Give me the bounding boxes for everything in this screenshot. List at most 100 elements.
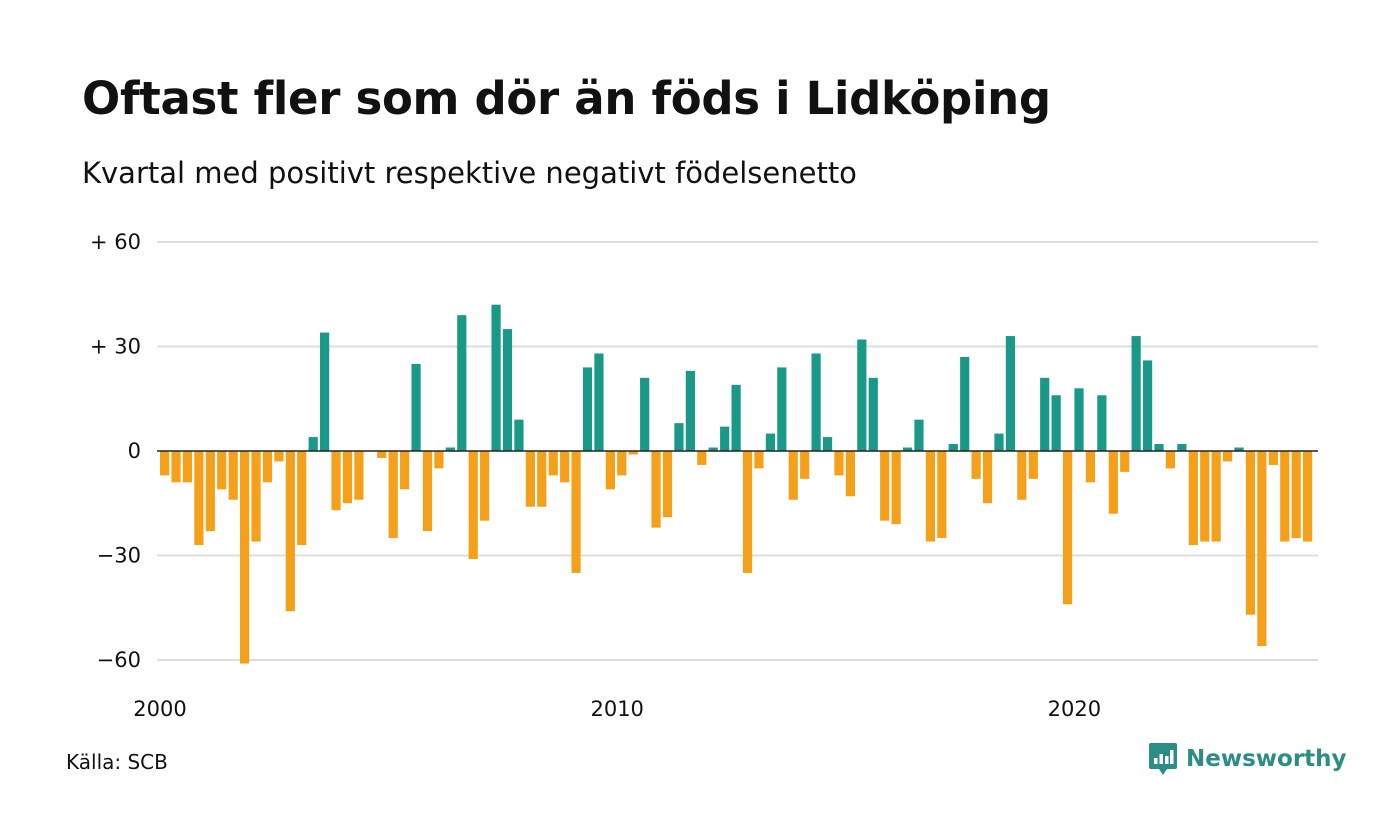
bar-positive <box>640 377 650 451</box>
bar-positive <box>308 437 318 451</box>
bar-negative <box>217 451 227 490</box>
bar-positive <box>765 433 775 451</box>
bar-positive <box>868 377 878 451</box>
bar-negative <box>891 451 901 525</box>
bar-positive <box>948 444 958 451</box>
brand-name: Newsworthy <box>1186 746 1347 772</box>
bar-negative <box>925 451 936 542</box>
bar-negative <box>1303 451 1313 542</box>
bar-positive <box>857 339 867 451</box>
bar-negative <box>880 451 890 521</box>
x-tick-label: 2000 <box>133 697 186 721</box>
y-tick-label: + 30 <box>90 335 141 359</box>
bar-negative <box>937 451 947 539</box>
bar-negative <box>1268 451 1278 465</box>
bar-negative <box>651 451 661 528</box>
x-tick-label: 2010 <box>590 697 643 721</box>
bar-negative <box>1165 451 1176 469</box>
bar-negative <box>560 451 570 483</box>
bar-negative <box>422 451 433 532</box>
bar-negative <box>205 451 215 532</box>
bar-positive <box>685 370 695 451</box>
y-tick-label: 0 <box>128 439 141 463</box>
bar-negative <box>1028 451 1038 479</box>
bar-negative <box>1280 451 1290 542</box>
bar-negative <box>548 451 558 476</box>
bar-negative <box>160 451 170 476</box>
bar-positive <box>720 426 730 451</box>
bar-negative <box>182 451 193 483</box>
source-note: Källa: SCB <box>66 750 168 774</box>
bar-positive <box>914 419 924 451</box>
bar-negative <box>1188 451 1198 546</box>
y-tick-label: −60 <box>97 648 141 672</box>
bar-negative <box>274 451 284 462</box>
x-tick-label: 2020 <box>1048 697 1101 721</box>
bar-negative <box>240 451 250 664</box>
bar-negative <box>1085 451 1096 483</box>
bar-negative <box>982 451 993 504</box>
bar-positive <box>445 447 455 451</box>
bar-negative <box>571 451 581 573</box>
bar-positive <box>491 304 501 451</box>
bar-negative <box>742 451 753 573</box>
bar-negative <box>537 451 547 507</box>
bar-negative <box>468 451 478 559</box>
bar-negative <box>754 451 764 469</box>
bar-positive <box>777 367 787 451</box>
bar-negative <box>628 451 638 455</box>
bar-negative <box>1200 451 1210 542</box>
bar-positive <box>960 356 970 451</box>
bar-positive <box>1040 377 1050 451</box>
bar-positive <box>822 437 833 451</box>
bar-positive <box>457 315 467 451</box>
bar-negative <box>1257 451 1267 647</box>
bar-negative <box>1245 451 1256 615</box>
bar-negative <box>171 451 181 483</box>
chart-title: Oftast fler som dör än föds i Lidköping <box>82 72 1051 125</box>
bar-negative <box>388 451 398 539</box>
bar-negative <box>297 451 307 546</box>
bar-negative <box>1017 451 1027 500</box>
chart-subtitle: Kvartal med positivt respektive negativt… <box>82 156 857 190</box>
bar-negative <box>1211 451 1221 542</box>
bar-positive <box>1234 447 1244 451</box>
bar-negative <box>845 451 855 497</box>
bar-positive <box>708 447 718 451</box>
brand-logo: Newsworthy <box>1148 742 1347 776</box>
bar-negative <box>194 451 204 546</box>
bar-negative <box>1120 451 1130 472</box>
newsworthy-logo-icon <box>1149 743 1177 775</box>
bar-positive <box>320 332 330 451</box>
bar-negative <box>342 451 353 504</box>
bar-negative <box>354 451 364 500</box>
bar-negative <box>788 451 798 500</box>
bar-negative <box>228 451 238 500</box>
bar-positive <box>731 384 741 451</box>
bar-positive <box>1142 360 1153 451</box>
bar-negative <box>377 451 387 458</box>
bar-negative <box>971 451 981 479</box>
bar-negative <box>262 451 273 483</box>
bar-negative <box>1062 451 1073 605</box>
bar-negative <box>480 451 490 521</box>
bar-negative <box>400 451 410 490</box>
y-tick-label: + 60 <box>90 230 141 254</box>
bar-negative <box>662 451 673 518</box>
bar-positive <box>1131 336 1141 451</box>
bar-negative <box>1222 451 1233 462</box>
bar-positive <box>1074 388 1084 451</box>
bar-negative <box>605 451 615 490</box>
y-tick-label: −30 <box>97 544 141 568</box>
bar-negative <box>800 451 810 479</box>
bar-positive <box>1177 444 1187 451</box>
bar-negative <box>1108 451 1118 514</box>
bar-positive <box>582 367 593 451</box>
bar-positive <box>411 363 421 451</box>
bar-negative <box>617 451 627 476</box>
bar-positive <box>514 419 524 451</box>
bar-negative <box>285 451 295 612</box>
bar-positive <box>1005 336 1016 451</box>
bar-positive <box>1051 395 1061 451</box>
